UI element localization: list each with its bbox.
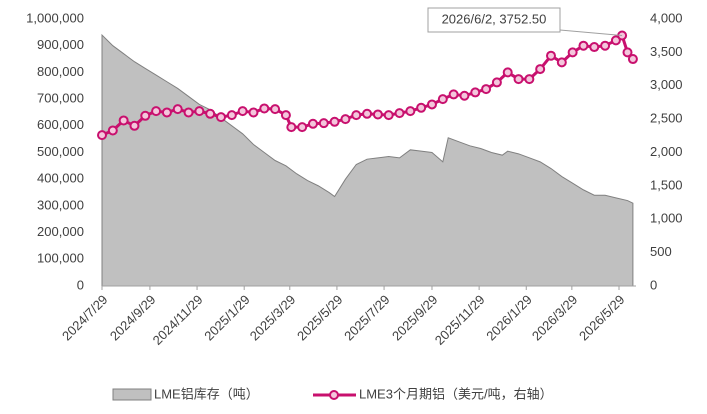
price-marker [216, 112, 227, 123]
x-tick-label: 2024/11/29 [150, 292, 206, 348]
price-marker [329, 116, 340, 127]
y-tick-label: 600,000 [37, 117, 84, 132]
price-marker [351, 110, 362, 121]
price-marker [589, 42, 600, 53]
y-tick-label: 1,000,000 [26, 10, 84, 25]
price-marker [524, 74, 535, 85]
price-marker [545, 50, 556, 61]
y-tick-label: 900,000 [37, 37, 84, 52]
y-tick-label: 700,000 [37, 91, 84, 106]
y-tick-label: 200,000 [37, 224, 84, 239]
y-tick-label: 0 [77, 277, 84, 292]
price-line [101, 33, 635, 137]
y-tick-label: 400,000 [37, 171, 84, 186]
y2-tick-label: 1,000 [650, 211, 683, 226]
price-marker [459, 90, 470, 101]
price-marker [394, 108, 405, 119]
y2-tick-label: 500 [650, 244, 672, 259]
price-marker [248, 107, 259, 118]
price-marker [280, 110, 291, 121]
price-marker [151, 106, 162, 117]
y2-tick-label: 2,500 [650, 111, 683, 126]
annotation-leader [559, 29, 623, 37]
price-marker [491, 77, 502, 88]
price-marker [194, 106, 205, 117]
price-marker [226, 110, 237, 121]
price-marker [470, 87, 481, 98]
x-tick-label: 2026/5/29 [576, 292, 628, 344]
price-marker [513, 74, 524, 85]
price-marker [481, 84, 492, 95]
price-marker [140, 110, 151, 121]
price-marker [118, 115, 129, 126]
x-tick-label: 2025/7/29 [341, 292, 393, 344]
y2-tick-label: 3,000 [650, 77, 683, 92]
annotation-text: 2026/6/2, 3752.50 [442, 11, 547, 26]
y-tick-label: 500,000 [37, 144, 84, 159]
price-marker [610, 35, 621, 46]
x-tick-label: 2025/3/29 [247, 292, 299, 344]
y2-tick-label: 2,000 [650, 144, 683, 159]
price-marker [307, 118, 318, 129]
price-marker [426, 99, 437, 110]
x-tick-label: 2026/1/29 [483, 292, 535, 344]
inventory-area [101, 33, 634, 287]
price-marker [107, 125, 118, 136]
annotation-box [427, 7, 561, 33]
price-marker [297, 122, 308, 133]
price-marker [627, 54, 638, 65]
price-marker [405, 106, 416, 117]
price-marker [600, 40, 611, 51]
price-marker [318, 118, 329, 129]
legend-swatch [112, 388, 152, 401]
price-marker [270, 104, 281, 115]
price-marker [437, 94, 448, 105]
price-marker [362, 108, 373, 119]
price-marker [567, 47, 578, 58]
price-marker [535, 64, 546, 75]
y-tick-label: 800,000 [37, 64, 84, 79]
x-tick-label: 2024/7/29 [59, 292, 111, 344]
price-marker [578, 40, 589, 51]
price-marker [416, 102, 427, 113]
price-marker [129, 120, 140, 131]
price-marker [259, 103, 270, 114]
price-marker [448, 89, 459, 100]
x-tick-label: 2025/11/29 [432, 292, 488, 348]
price-marker [286, 122, 297, 133]
y-tick-label: 300,000 [37, 197, 84, 212]
price-marker [172, 104, 183, 115]
price-marker [183, 107, 194, 118]
price-marker [622, 47, 633, 58]
legend-swatch [329, 390, 339, 400]
y2-tick-label: 3,500 [650, 44, 683, 59]
x-tick-label: 2026/3/29 [529, 292, 581, 344]
legend-label: LME铝库存（吨） [154, 386, 259, 401]
legend-label: LME3个月期铝（美元/吨，右轴） [359, 386, 553, 401]
price-marker [340, 114, 351, 125]
x-tick-label: 2025/1/29 [201, 292, 253, 344]
x-tick-label: 2025/5/29 [294, 292, 346, 344]
price-marker [372, 109, 383, 120]
price-marker [383, 110, 394, 121]
price-marker [97, 130, 107, 141]
y-tick-label: 100,000 [37, 251, 84, 266]
y2-tick-label: 0 [650, 277, 657, 292]
price-marker [556, 57, 567, 68]
price-marker [205, 108, 216, 119]
y2-tick-label: 4,000 [650, 10, 683, 25]
price-marker [502, 67, 513, 78]
price-marker [237, 106, 248, 117]
y2-tick-label: 1,500 [650, 177, 683, 192]
price-marker [161, 107, 172, 118]
